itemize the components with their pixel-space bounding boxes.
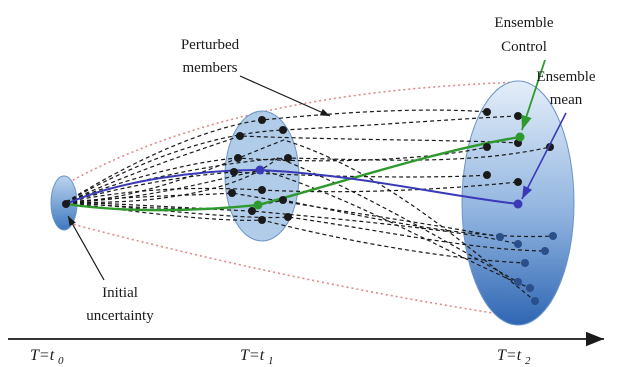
member-point: [236, 132, 244, 140]
t1-control-point: [253, 200, 263, 210]
member-point: [279, 196, 287, 204]
ensemble-mean-label: Ensemble: [536, 69, 595, 85]
initial-state-point: [62, 200, 70, 208]
svg-text:T=t: T=t: [240, 347, 265, 364]
perturbed-members-pointer: [239, 75, 331, 117]
member-point: [258, 216, 266, 224]
member-point: [279, 126, 287, 134]
svg-text:2: 2: [525, 355, 531, 367]
ensemble-control-pointer: [521, 59, 546, 131]
member-point: [514, 178, 522, 186]
initial-uncertainty-label: Initial: [102, 285, 138, 301]
member-point: [258, 116, 266, 124]
member-point: [284, 213, 292, 221]
member-point: [228, 189, 236, 197]
member-point: [549, 232, 557, 240]
member-point: [496, 233, 504, 241]
member-point: [514, 112, 522, 120]
member-trajectory: [65, 201, 526, 264]
tick-label-t2: T=t 2: [497, 347, 531, 367]
t2-member-points: [483, 108, 557, 305]
member-point: [514, 278, 522, 286]
member-point: [514, 240, 522, 248]
svg-text:0: 0: [58, 355, 64, 367]
perturbed-members-label: members: [183, 60, 238, 76]
ensemble-mean-pointer: [521, 112, 567, 200]
initial-uncertainty-pointer: [67, 215, 105, 281]
perturbed-members-label: Perturbed: [181, 37, 240, 53]
initial-uncertainty-label: uncertainty: [86, 308, 154, 324]
ensemble-control-trajectory: [65, 135, 521, 212]
svg-text:T=t: T=t: [30, 347, 55, 364]
t1-member-points: [228, 116, 292, 224]
ensemble-control-label: Ensemble: [494, 15, 553, 31]
t2-control-point: [515, 132, 525, 142]
upper-envelope: [63, 81, 526, 186]
ensemble-mean-label: mean: [550, 92, 583, 108]
lower-envelope: [63, 221, 526, 319]
tick-label-t1: T=t 1: [240, 347, 274, 367]
member-point: [258, 186, 266, 194]
member-point: [483, 108, 491, 116]
t1-uncertainty-ellipse: [224, 110, 300, 242]
member-point: [234, 154, 242, 162]
ensemble-control-label: Control: [501, 39, 547, 55]
member-trajectory: [65, 201, 519, 245]
member-point: [531, 297, 539, 305]
member-point: [526, 284, 534, 292]
t2-mean-point: [513, 199, 523, 209]
member-trajectory: [65, 157, 519, 283]
member-trajectory: [65, 115, 519, 203]
member-point: [483, 143, 491, 151]
member-point: [248, 207, 256, 215]
svg-text:1: 1: [268, 355, 274, 367]
member-point: [230, 168, 238, 176]
svg-text:T=t: T=t: [497, 347, 522, 364]
member-point: [541, 247, 549, 255]
member-point: [483, 171, 491, 179]
member-trajectory: [65, 192, 501, 238]
t1-mean-point: [255, 165, 265, 175]
tick-label-t0: T=t 0: [30, 347, 64, 367]
member-point: [284, 154, 292, 162]
member-point: [521, 259, 529, 267]
